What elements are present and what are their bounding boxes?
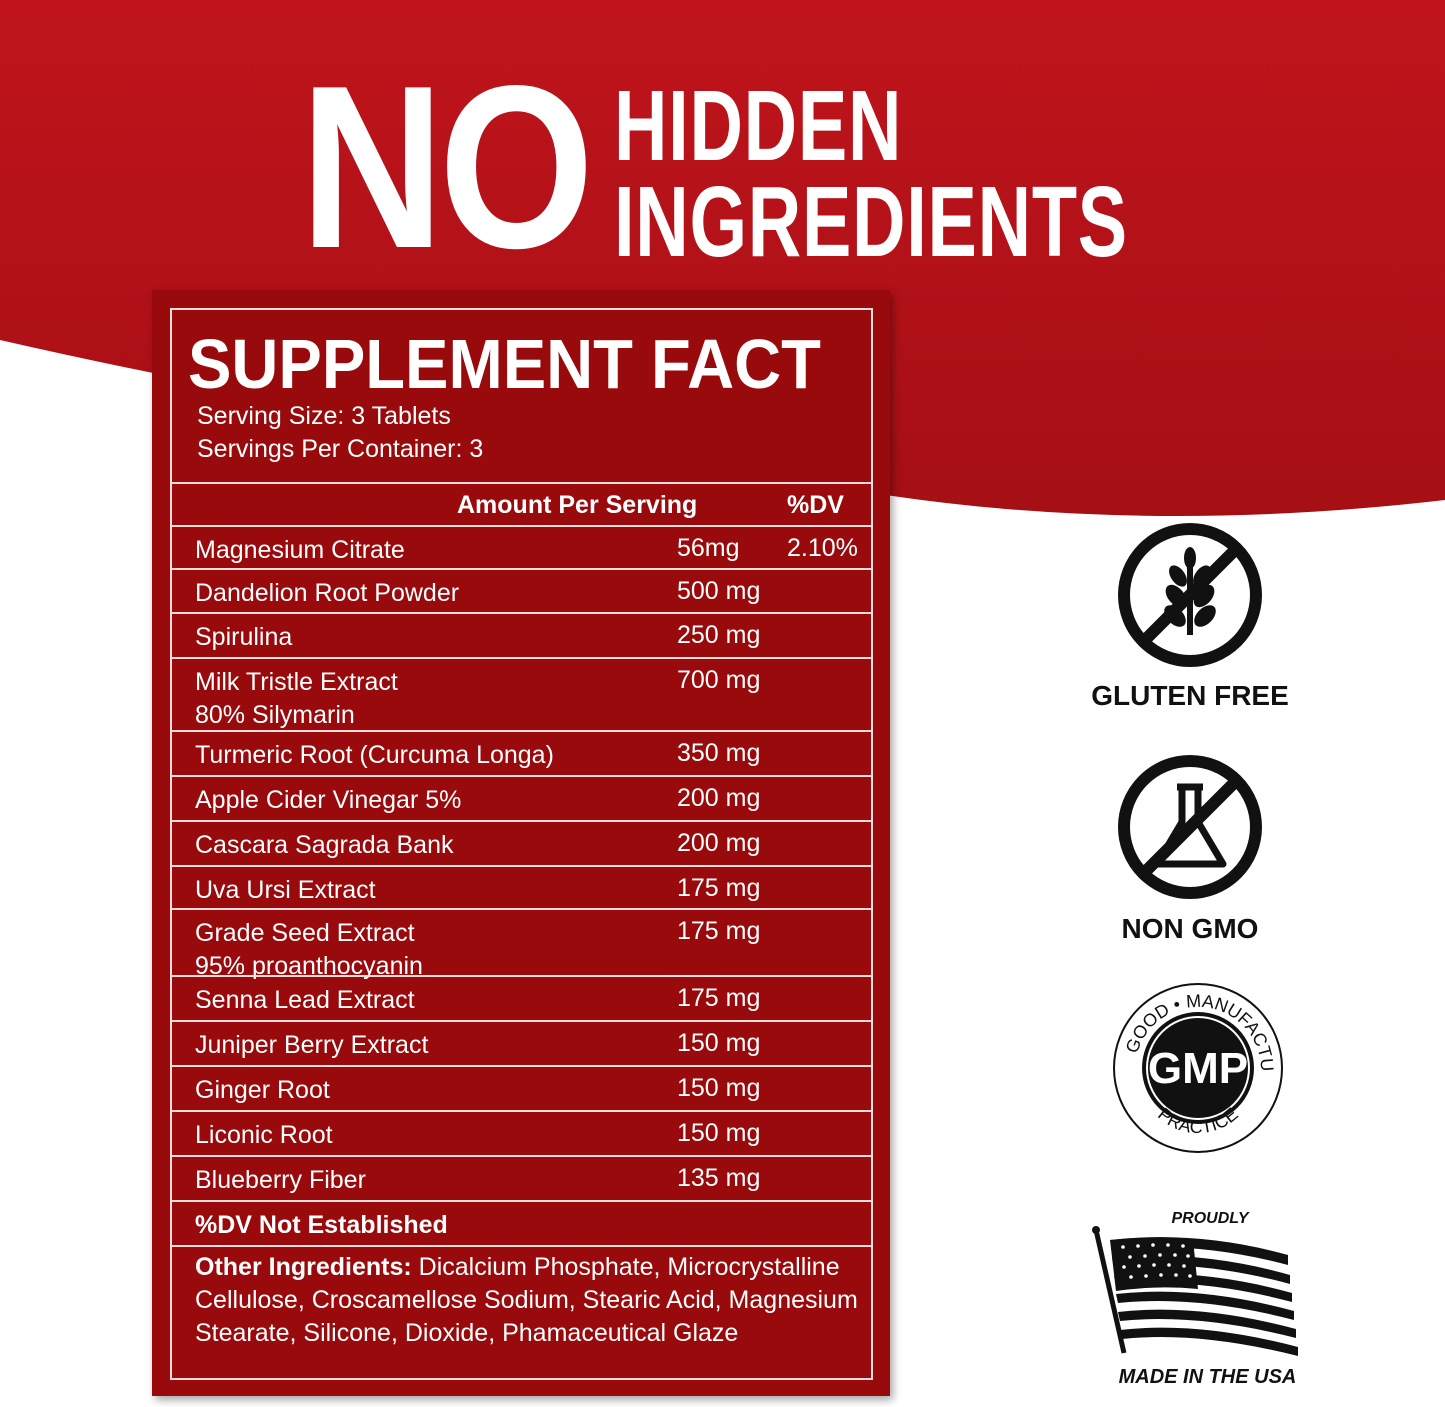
made-in-usa-label: MADE IN THE USA xyxy=(1118,1366,1297,1388)
ingredient-amount: 175 mg xyxy=(677,874,761,902)
table-row: Grade Seed Extract 95% proanthocyanin 175 … xyxy=(172,908,871,980)
other-ingredients: Other Ingredients: Dicalcium Phosphate, … xyxy=(195,1253,858,1347)
headline-no: NO xyxy=(300,38,594,297)
ingredient-amount: 56mg xyxy=(677,534,740,562)
ingredient-amount: 200 mg xyxy=(677,784,761,812)
no-flask-icon xyxy=(1118,755,1262,899)
ingredient-amount: 700 mg xyxy=(677,666,761,694)
ingredient-name: Dandelion Root Powder xyxy=(195,579,460,607)
ingredient-name: Senna Lead Extract xyxy=(195,986,415,1014)
gmp-text: GMP xyxy=(1148,1044,1248,1093)
non-gmo-label: NON GMO xyxy=(1121,913,1259,944)
ingredient-name: Spirulina xyxy=(195,623,293,651)
ingredient-name: Ginger Root xyxy=(195,1076,330,1104)
headline-ingredients: INGREDIENTS xyxy=(614,166,1128,278)
dv-header: %DV xyxy=(787,491,844,519)
ingredient-name: Grade Seed Extract 95% proanthocyanin xyxy=(195,919,423,980)
ingredient-name: Magnesium Citrate xyxy=(195,536,405,564)
ingredient-amount: 150 mg xyxy=(677,1074,761,1102)
dv-note: %DV Not Established xyxy=(195,1211,448,1239)
facts-title: SUPPLEMENT FACT xyxy=(188,325,821,403)
ingredient-name: Liconic Root xyxy=(195,1121,333,1149)
ingredient-amount: 175 mg xyxy=(677,984,761,1012)
gmp-seal-icon: GMP GOOD • MANUFACTURING PRACTICE xyxy=(1110,980,1283,1153)
ingredient-amount: 200 mg xyxy=(677,829,761,857)
ingredient-amount: 500 mg xyxy=(677,577,761,605)
ingredient-amount: 175 mg xyxy=(677,917,761,945)
table-header-row: Amount Per Serving %DV xyxy=(172,482,871,527)
other-ingredients-row: Other Ingredients: Dicalcium Phosphate, … xyxy=(172,1245,871,1380)
table-row: Juniper Berry Extract 150 mg xyxy=(172,1020,871,1067)
ingredient-amount: 135 mg xyxy=(677,1164,761,1192)
proudly-label: PROUDLY xyxy=(1171,1210,1249,1227)
ingredient-name: Cascara Sagrada Bank xyxy=(195,831,454,859)
ingredient-amount: 150 mg xyxy=(677,1029,761,1057)
table-row: Turmeric Root (Curcuma Longa) 350 mg xyxy=(172,730,871,777)
table-row: Dandelion Root Powder 500 mg xyxy=(172,568,871,614)
serving-size: Serving Size: 3 Tablets xyxy=(197,402,451,430)
ingredient-amount: 350 mg xyxy=(677,739,761,767)
ingredient-name: Uva Ursi Extract xyxy=(195,876,376,904)
table-row: Liconic Root 150 mg xyxy=(172,1110,871,1157)
table-row: Spirulina 250 mg xyxy=(172,612,871,659)
ingredient-dv: 2.10% xyxy=(787,534,858,562)
ingredient-name: Blueberry Fiber xyxy=(195,1166,366,1194)
table-row: Uva Ursi Extract 175 mg xyxy=(172,865,871,910)
supplement-facts-panel: SUPPLEMENT FACT Serving Size: 3 Tablets … xyxy=(152,290,890,1396)
us-flag-icon xyxy=(1092,1226,1298,1356)
headline-hidden: HIDDEN xyxy=(614,70,903,182)
ingredient-name: Apple Cider Vinegar 5% xyxy=(195,786,462,814)
dv-note-row: %DV Not Established xyxy=(172,1200,871,1247)
table-row: Milk Tristle Extract 80% Silymarin 700 mg xyxy=(172,657,871,732)
ingredient-amount: 150 mg xyxy=(677,1119,761,1147)
ingredient-name: Milk Tristle Extract 80% Silymarin xyxy=(195,668,398,729)
table-row: Magnesium Citrate 56mg 2.10% xyxy=(172,525,871,570)
table-row: Cascara Sagrada Bank 200 mg xyxy=(172,820,871,867)
table-row: Apple Cider Vinegar 5% 200 mg xyxy=(172,775,871,822)
ingredient-amount: 250 mg xyxy=(677,621,761,649)
gluten-free-label: GLUTEN FREE xyxy=(1091,680,1289,711)
table-row: Blueberry Fiber 135 mg xyxy=(172,1155,871,1202)
ingredient-name: Turmeric Root (Curcuma Longa) xyxy=(195,741,554,769)
ingredient-name: Juniper Berry Extract xyxy=(195,1031,429,1059)
amount-header: Amount Per Serving xyxy=(457,491,698,519)
table-row: Senna Lead Extract 175 mg xyxy=(172,975,871,1022)
no-wheat-icon xyxy=(1118,523,1262,667)
servings-per-container: Servings Per Container: 3 xyxy=(197,435,484,463)
table-row: Ginger Root 150 mg xyxy=(172,1065,871,1112)
